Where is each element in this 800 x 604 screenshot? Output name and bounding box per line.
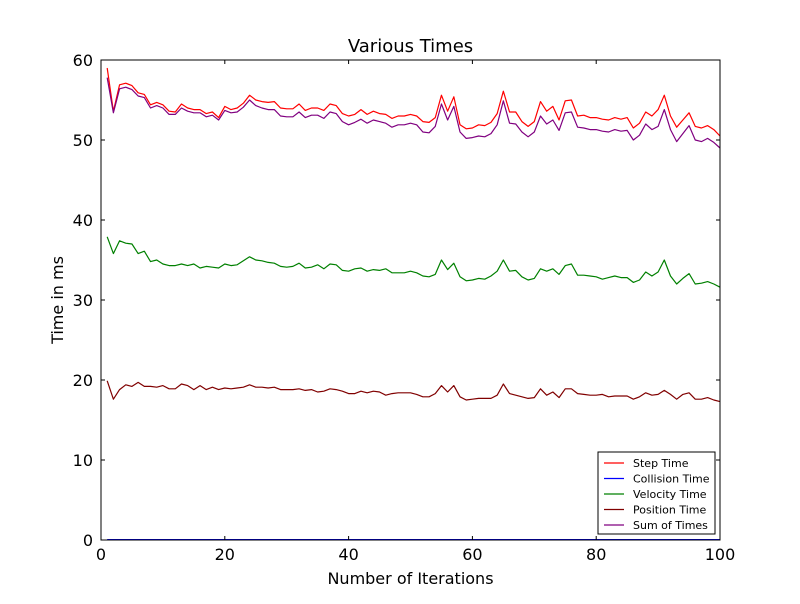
legend-items: Step Time Collision Time Velocity Time Posi… <box>604 457 710 532</box>
series-line-velocity-time <box>106 236 721 288</box>
y-tick-label: 40 <box>73 211 93 230</box>
legend-label-sum-of-times: Sum of Times <box>633 519 708 532</box>
legend-label-position-time: Position Time <box>633 504 706 517</box>
legend-label-velocity-time: Velocity Time <box>633 488 707 501</box>
legend-label-collision-time: Collision Time <box>633 473 710 486</box>
series-line-step-time <box>106 67 721 137</box>
x-tick-label: 20 <box>215 545 235 564</box>
y-tick-label: 20 <box>73 371 93 390</box>
y-tick-label: 10 <box>73 451 93 470</box>
x-tick-label: 100 <box>705 545 736 564</box>
y-tick-label: 50 <box>73 131 93 150</box>
y-axis-label: Time in ms <box>48 256 67 345</box>
x-axis-label: Number of Iterations <box>327 569 493 588</box>
x-tick-label: 80 <box>586 545 606 564</box>
y-tick-label: 30 <box>73 291 93 310</box>
chart-title: Various Times <box>348 36 473 57</box>
y-tick-label: 0 <box>83 531 93 550</box>
legend-label-step-time: Step Time <box>633 457 689 470</box>
x-tick-label: 60 <box>462 545 482 564</box>
x-tick-label: 0 <box>96 545 106 564</box>
legend: Step Time Collision Time Velocity Time Posi… <box>597 451 716 535</box>
series-line-sum-of-times <box>106 77 721 149</box>
ticks-layer: 0 20 40 60 80 100 0 10 20 30 40 50 60 <box>73 51 736 564</box>
series-line-position-time <box>106 380 721 403</box>
y-tick-label: 60 <box>73 51 93 70</box>
x-tick-label: 40 <box>338 545 358 564</box>
legend-box <box>597 451 716 535</box>
